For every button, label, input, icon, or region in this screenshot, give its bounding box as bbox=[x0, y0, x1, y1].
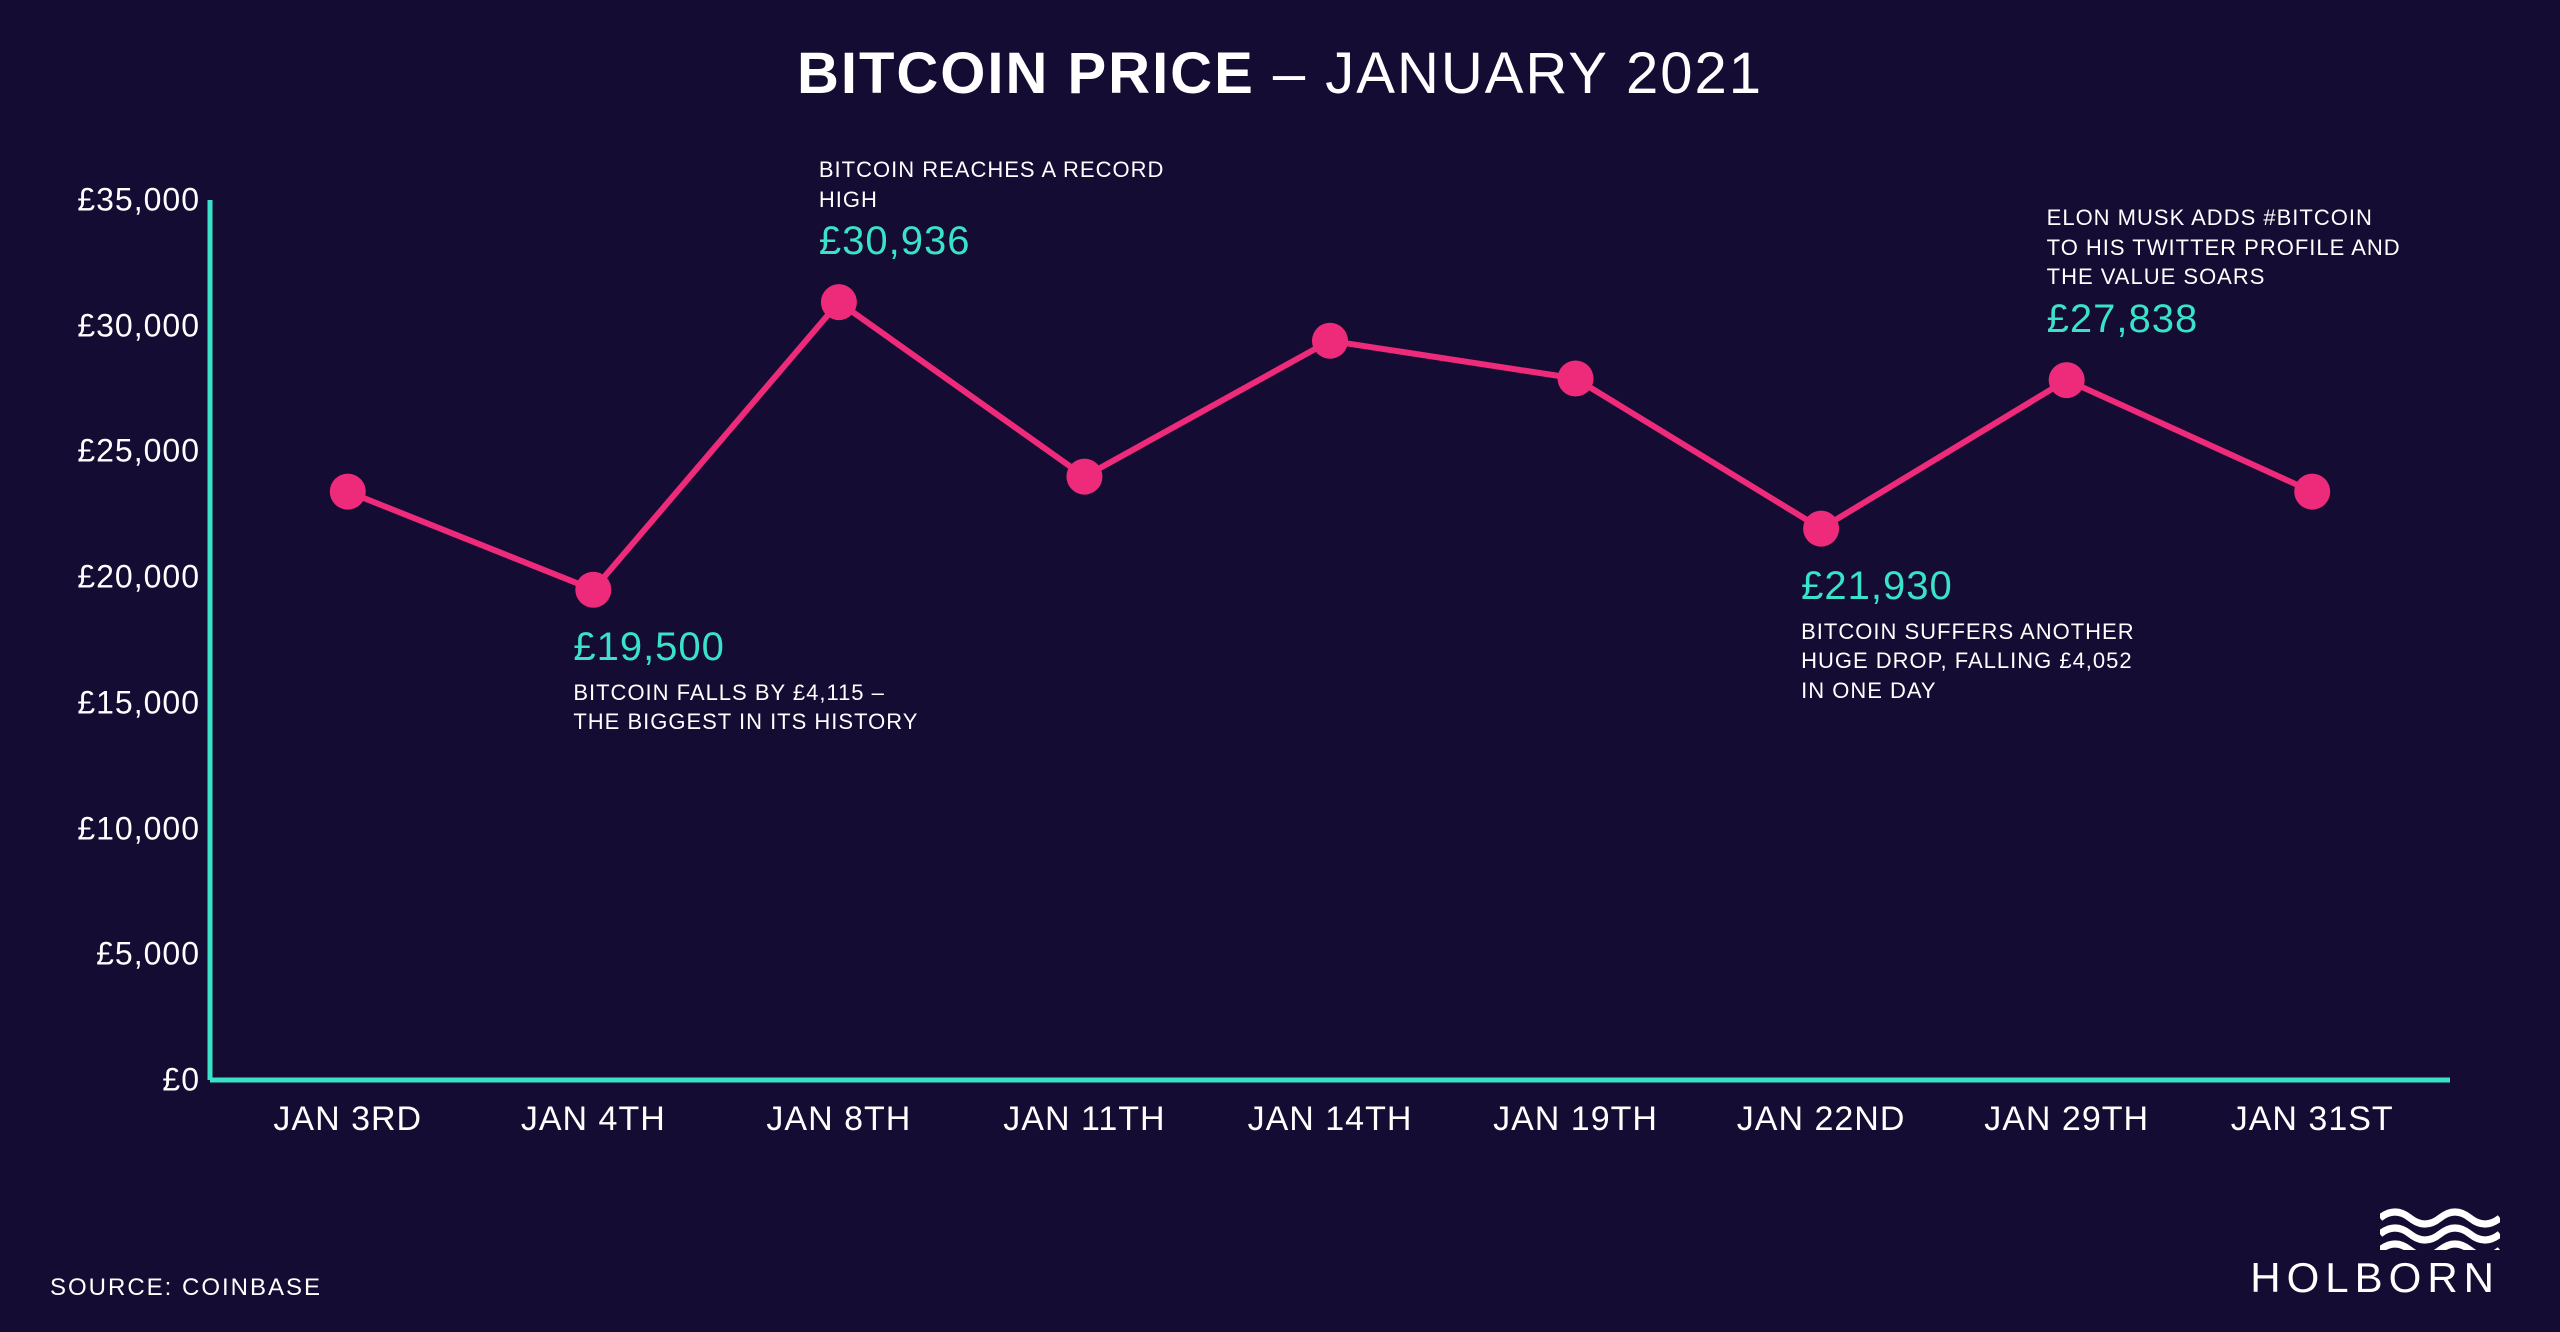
annotation-value: £19,500 bbox=[573, 620, 933, 674]
waves-icon bbox=[2380, 1200, 2500, 1250]
data-point bbox=[1558, 361, 1594, 397]
x-tick-label: JAN 31ST bbox=[2231, 1100, 2394, 1139]
brand-logo: HOLBORN bbox=[2250, 1200, 2500, 1302]
chart-title: BITCOIN PRICE – JANUARY 2021 bbox=[0, 0, 2560, 107]
x-tick-label: JAN 19TH bbox=[1493, 1100, 1658, 1139]
annotation: £21,930BITCOIN SUFFERS ANOTHER HUGE DROP… bbox=[1801, 559, 2161, 706]
annotation-caption: BITCOIN SUFFERS ANOTHER HUGE DROP, FALLI… bbox=[1801, 617, 2161, 706]
data-point bbox=[1803, 511, 1839, 547]
annotation: £19,500BITCOIN FALLS BY £4,115 – THE BIG… bbox=[573, 620, 933, 737]
annotation-caption: ELON MUSK ADDS #BITCOIN TO HIS TWITTER P… bbox=[2047, 203, 2407, 292]
x-tick-label: JAN 8TH bbox=[766, 1100, 911, 1139]
x-tick-label: JAN 22ND bbox=[1737, 1100, 1906, 1139]
x-tick-label: JAN 11TH bbox=[1003, 1100, 1165, 1139]
data-point bbox=[2294, 474, 2330, 510]
brand-name: HOLBORN bbox=[2250, 1254, 2500, 1302]
annotation-caption: BITCOIN REACHES A RECORD HIGH bbox=[819, 155, 1179, 214]
title-bold: BITCOIN PRICE bbox=[797, 41, 1255, 106]
x-tick-label: JAN 3RD bbox=[273, 1100, 422, 1139]
data-point bbox=[330, 474, 366, 510]
y-tick-label: £5,000 bbox=[96, 936, 200, 973]
data-point bbox=[1066, 459, 1102, 495]
data-point bbox=[1312, 323, 1348, 359]
title-sep: – bbox=[1255, 41, 1326, 106]
source-text: SOURCE: COINBASE bbox=[50, 1274, 322, 1302]
y-tick-label: £15,000 bbox=[77, 684, 200, 721]
y-tick-label: £0 bbox=[162, 1062, 200, 1099]
title-light: JANUARY 2021 bbox=[1325, 41, 1763, 106]
y-tick-label: £25,000 bbox=[77, 433, 200, 470]
y-tick-label: £20,000 bbox=[77, 559, 200, 596]
x-tick-label: JAN 4TH bbox=[521, 1100, 666, 1139]
data-point bbox=[2049, 362, 2085, 398]
x-axis: JAN 3RD JAN 4TH JAN 8TH JAN 11TH JAN 14TH JAN… bbox=[210, 1080, 2450, 1150]
annotation-caption: BITCOIN FALLS BY £4,115 – THE BIGGEST IN… bbox=[573, 678, 933, 737]
y-tick-label: £30,000 bbox=[77, 307, 200, 344]
annotation: BITCOIN REACHES A RECORD HIGH£30,936 bbox=[819, 155, 1179, 272]
data-point bbox=[575, 572, 611, 608]
x-tick-label: JAN 14TH bbox=[1248, 1100, 1413, 1139]
annotation-value: £27,838 bbox=[2047, 292, 2407, 346]
annotation-value: £21,930 bbox=[1801, 559, 2161, 613]
y-tick-label: £35,000 bbox=[77, 182, 200, 219]
y-tick-label: £10,000 bbox=[77, 810, 200, 847]
data-point bbox=[821, 284, 857, 320]
chart-area: £0£5,000£10,000£15,000£20,000£25,000£30,… bbox=[210, 200, 2450, 1080]
y-axis: £0£5,000£10,000£15,000£20,000£25,000£30,… bbox=[70, 200, 200, 1080]
annotation-value: £30,936 bbox=[819, 214, 1179, 268]
x-tick-label: JAN 29TH bbox=[1984, 1100, 2149, 1139]
annotation: ELON MUSK ADDS #BITCOIN TO HIS TWITTER P… bbox=[2047, 203, 2407, 350]
